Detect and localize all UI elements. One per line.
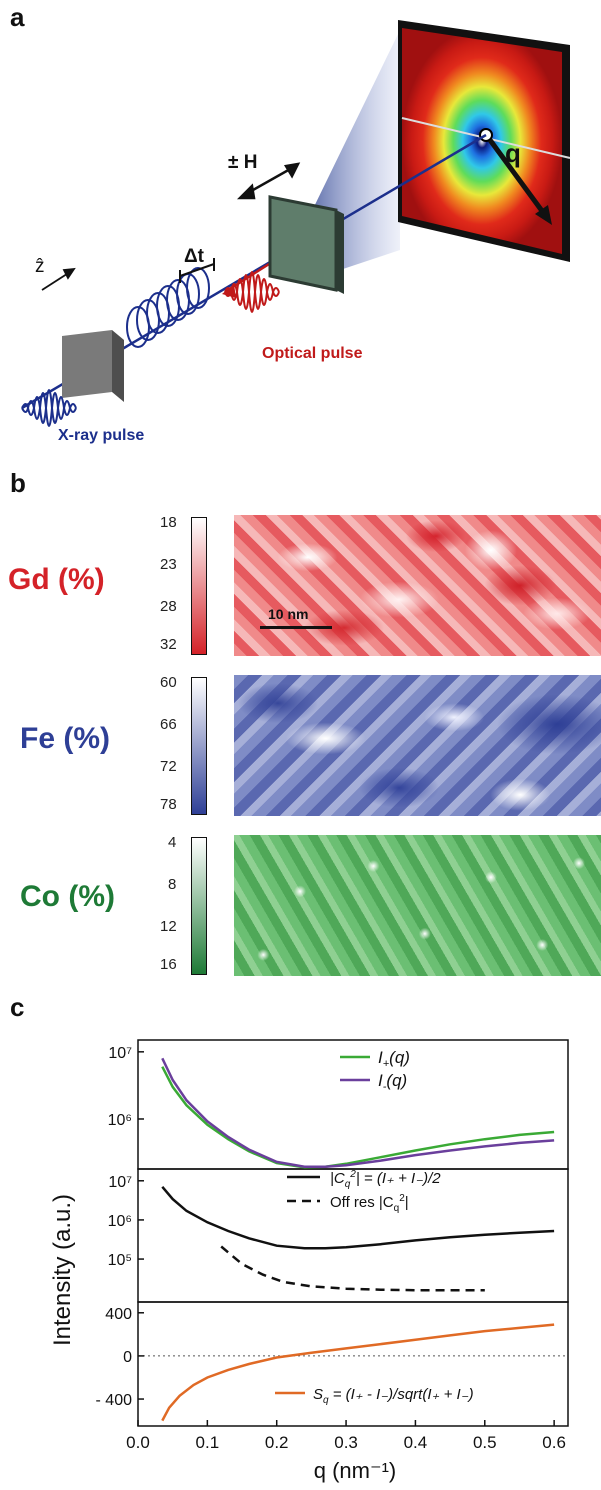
x-tick-label-3: 0.3 <box>334 1433 358 1452</box>
x-axis-label: q (nm⁻¹) <box>314 1458 397 1483</box>
y-tick-label-0-0: 10⁷ <box>108 1045 132 1062</box>
gd-tick-3: 32 <box>160 636 177 653</box>
first-sample <box>62 330 124 402</box>
gd-map-label: Gd (%) <box>8 563 105 596</box>
subplot-middle-frame <box>137 1168 569 1303</box>
panel-letter-a: a <box>10 2 25 32</box>
y-axis-label: Intensity (a.u.) <box>49 1194 76 1346</box>
circular-polarization-helix <box>126 267 210 348</box>
delay-label: Δt <box>184 246 205 267</box>
y-tick-label-1-0: 10⁷ <box>108 1174 132 1191</box>
y-tick-label-1-1: 10⁶ <box>108 1213 132 1230</box>
panel-letter-c: c <box>10 992 25 1022</box>
z-axis-arrow <box>41 267 76 291</box>
gd-tick-2: 28 <box>160 598 177 615</box>
q-label: q <box>505 138 521 168</box>
subplot-top-frame <box>137 1039 569 1170</box>
x-tick-label-5: 0.5 <box>473 1433 497 1452</box>
x-tick-label-4: 0.4 <box>404 1433 428 1452</box>
x-tick-label-6: 0.6 <box>542 1433 566 1452</box>
legend-sq: Sq = (I₊ - I₋)/sqrt(I₊ + I₋) <box>313 1386 474 1406</box>
series-line-0-1 <box>161 1057 555 1168</box>
field-arrow <box>236 162 301 200</box>
series-line-2-0 <box>161 1323 555 1422</box>
series-line-1-0 <box>161 1185 555 1250</box>
co-composition-map <box>234 835 601 976</box>
optical-pulse-label: Optical pulse <box>262 345 363 362</box>
fe-composition-map <box>234 675 601 816</box>
scale-bar-line <box>260 626 332 629</box>
fe-map-label: Fe (%) <box>20 722 110 755</box>
delay-bracket <box>179 258 215 283</box>
panel-letter-b: b <box>10 468 26 498</box>
co-tick-2: 12 <box>160 918 177 935</box>
legend-iplus: I+(q) <box>378 1048 410 1070</box>
gd-composition-map: 10 nm <box>234 515 601 656</box>
series-line-0-0 <box>161 1066 555 1169</box>
intensity-plot: 10⁷ 10⁶ 10⁷ 10⁶ 10⁵ 400 0 - 400 0.0 0.1 0.2 0.3 0.4 0… <box>49 1039 569 1483</box>
field-label: ± H <box>228 152 257 173</box>
main-sample <box>268 195 344 294</box>
legend-iminus: I-(q) <box>378 1071 407 1093</box>
q-vector-arrow <box>487 138 548 217</box>
co-map-label: Co (%) <box>20 880 115 913</box>
y-tick-label-0-1: 10⁶ <box>108 1112 132 1129</box>
gd-tick-1: 23 <box>160 556 177 573</box>
co-tick-1: 8 <box>168 876 177 893</box>
y-tick-label-2-2: - 400 <box>96 1392 133 1409</box>
legend-cq: |Cq2| = (I₊ + I₋)/2 <box>330 1169 441 1190</box>
x-tick-label-2: 0.2 <box>265 1433 289 1452</box>
y-tick-label-2-1: 0 <box>123 1349 132 1366</box>
y-tick-label-1-2: 10⁵ <box>108 1252 132 1269</box>
fe-tick-2: 72 <box>160 758 177 775</box>
xray-pulse-label: X-ray pulse <box>58 427 144 444</box>
fe-tick-0: 60 <box>160 674 177 691</box>
scale-bar-label: 10 nm <box>268 606 309 622</box>
legend-offres: Off res |Cq2| <box>330 1193 409 1214</box>
co-colorbar <box>191 837 207 975</box>
co-tick-3: 16 <box>160 956 177 973</box>
z-axis-label: ẑ <box>35 256 45 277</box>
series-line-1-1 <box>220 1245 485 1292</box>
x-tick-label-1: 0.1 <box>196 1433 220 1452</box>
y-tick-label-2-0: 400 <box>105 1306 132 1323</box>
xray-pulse-wave <box>21 389 77 412</box>
experiment-schematic: ± H Δt ẑ q Optical pulse X-ray pulse <box>21 20 571 444</box>
gd-colorbar <box>191 517 207 655</box>
subplot-bottom-frame <box>137 1301 569 1427</box>
x-tick-label-0: 0.0 <box>126 1433 150 1452</box>
fe-colorbar <box>191 677 207 815</box>
fe-tick-3: 78 <box>160 796 177 813</box>
gd-tick-0: 18 <box>160 514 177 531</box>
co-tick-0: 4 <box>168 834 177 851</box>
detector <box>398 20 571 262</box>
fe-tick-1: 66 <box>160 716 177 733</box>
